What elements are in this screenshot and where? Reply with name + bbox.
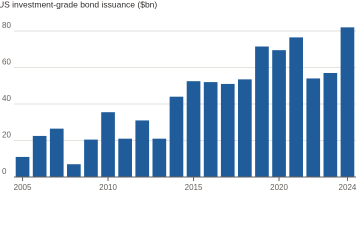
bar <box>306 78 321 177</box>
bar <box>186 81 201 177</box>
bar <box>340 27 355 177</box>
bar <box>203 82 218 177</box>
y-tick-label: 0 <box>2 167 7 176</box>
bar <box>67 164 81 177</box>
bar <box>272 50 286 177</box>
chart: US investment-grade bond issuance ($bn) … <box>0 0 357 192</box>
y-tick-label: 60 <box>2 58 11 67</box>
x-tick-label: 2010 <box>99 183 117 192</box>
bar <box>169 96 184 177</box>
x-tick-label: 2024 <box>339 183 357 192</box>
y-tick-label: 40 <box>2 94 11 103</box>
x-tick-label: 2015 <box>185 183 203 192</box>
x-tick-label: 2020 <box>270 183 288 192</box>
bar <box>32 135 47 177</box>
bar <box>152 138 167 177</box>
y-tick-label: 80 <box>2 21 11 30</box>
bar <box>15 156 30 177</box>
bar <box>49 128 64 177</box>
bar <box>220 83 235 177</box>
bar <box>135 120 150 177</box>
bar <box>289 37 303 178</box>
y-tick-label: 20 <box>2 131 11 140</box>
bar <box>255 46 269 178</box>
bar <box>84 139 98 177</box>
bar <box>118 138 132 177</box>
x-tick-label: 2005 <box>14 183 32 192</box>
bar <box>323 72 338 177</box>
chart-title: US investment-grade bond issuance ($bn) <box>0 0 157 9</box>
bar <box>238 79 252 177</box>
bar <box>101 112 115 177</box>
